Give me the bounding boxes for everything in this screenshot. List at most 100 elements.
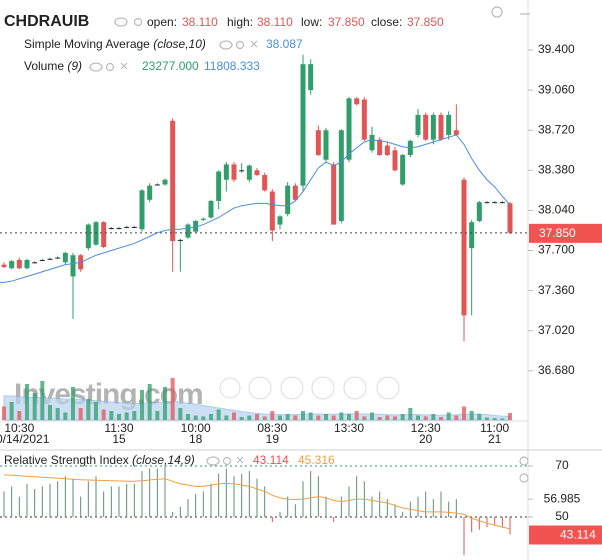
eye-icon[interactable] <box>219 40 233 50</box>
legend-label: high: <box>227 15 253 29</box>
toolbar-button[interactable] <box>280 376 304 400</box>
volume-bar <box>385 415 390 420</box>
candle-body <box>331 164 337 225</box>
settings-icon[interactable] <box>105 62 115 72</box>
icons <box>89 6 530 483</box>
toolbar-button[interactable] <box>343 376 367 400</box>
y-tick-label: 38.380 <box>538 162 575 176</box>
sma-legend: Simple Moving Average (close,10) <box>24 37 206 51</box>
volume-bar <box>485 417 489 420</box>
toolbar-button[interactable] <box>376 376 400 400</box>
candle-body <box>231 164 237 180</box>
volume-bar <box>354 411 359 420</box>
x-tick-label: 13:30 <box>334 421 364 435</box>
close-icon[interactable] <box>120 62 128 70</box>
candle-body <box>469 222 475 249</box>
eye-icon[interactable] <box>89 62 103 72</box>
candle-body <box>285 185 291 214</box>
volume-bar <box>232 412 236 420</box>
rsi-ma-line <box>3 474 511 530</box>
candle-body <box>16 259 22 269</box>
price-label: 37.850 <box>539 226 576 240</box>
close-icon[interactable] <box>250 40 258 48</box>
legend-value: 38.110 <box>182 15 218 29</box>
candle-body <box>492 202 498 204</box>
y-tick-label: 39.400 <box>538 42 575 56</box>
candle-body <box>116 228 122 230</box>
close-icon[interactable] <box>519 473 529 483</box>
candle-body <box>154 184 160 186</box>
price-box <box>529 223 602 243</box>
volume-bar <box>446 412 451 420</box>
volume-bar <box>262 416 267 420</box>
candle-body <box>361 99 367 140</box>
legend-value: 37.850 <box>407 15 444 29</box>
settings-icon[interactable] <box>519 456 529 466</box>
settings-icon[interactable] <box>222 456 232 466</box>
rsi-value: 43.114 <box>253 453 289 467</box>
volume-bar <box>2 406 6 420</box>
volume-bar <box>492 418 497 420</box>
volume-bar <box>239 417 244 420</box>
candle-body <box>70 255 76 277</box>
volume-bar <box>423 416 428 420</box>
volume-bar <box>32 393 37 420</box>
rsi-box <box>529 525 602 545</box>
settings-icon[interactable] <box>133 17 143 27</box>
volume-bar <box>17 411 22 420</box>
toolbar <box>219 376 400 400</box>
volume-bar <box>9 402 14 420</box>
candle-body <box>262 175 268 191</box>
candle-body <box>208 200 214 218</box>
candle-body <box>308 64 314 91</box>
volume-bar <box>147 384 152 420</box>
y-tick-label: 37.700 <box>538 243 575 257</box>
volume-ma-value: 11808.333 <box>204 59 260 73</box>
candle-body <box>32 262 38 264</box>
toolbar-button[interactable] <box>219 377 241 399</box>
volume-bar <box>55 408 60 420</box>
rsi-legend: Relative Strength Index (close,14,9) <box>4 453 195 467</box>
toolbar-button[interactable] <box>311 376 335 400</box>
close-icon[interactable] <box>236 456 244 464</box>
candle-body <box>461 179 467 316</box>
volume-bar <box>201 416 206 420</box>
volume-bar <box>63 412 68 420</box>
candle-body <box>124 226 130 228</box>
volume-bar <box>117 414 121 420</box>
volume-name: Volume <box>24 59 64 73</box>
eye-icon[interactable] <box>114 17 128 27</box>
candle-body <box>430 114 436 140</box>
volume-bar <box>285 414 290 420</box>
x-tick-label: 12:30 <box>411 421 441 435</box>
symbol: CHDRAUIB <box>4 13 89 30</box>
eye-icon[interactable] <box>206 456 220 466</box>
y-tick-label: 37.360 <box>538 283 575 297</box>
candle-body <box>476 202 482 222</box>
candle-body <box>438 114 444 140</box>
settings-icon[interactable] <box>235 40 245 50</box>
y-tick-label: 37.020 <box>538 323 575 337</box>
settings-icon[interactable] <box>491 6 503 18</box>
candle-body <box>507 203 513 233</box>
candle-body <box>377 139 383 155</box>
rsi-tick-label: 56.985 <box>544 491 581 505</box>
volume-bar <box>193 415 198 420</box>
candle-body <box>62 252 68 263</box>
y-tick-label: 36.680 <box>538 363 575 377</box>
candle-body <box>315 130 321 155</box>
candle-body <box>392 150 398 171</box>
candle-body <box>147 185 153 200</box>
volume-bar <box>500 418 505 420</box>
volume-bar <box>270 411 275 420</box>
candle-body <box>177 239 183 241</box>
toolbar-button[interactable] <box>248 376 272 400</box>
rsi-tick-label: 50 <box>555 509 569 523</box>
volume-bar <box>477 414 482 420</box>
volume-bar <box>247 415 252 420</box>
candle-body <box>323 130 329 160</box>
candle-body <box>423 114 429 140</box>
volume-bar <box>178 408 183 420</box>
volume-params: (9) <box>67 59 82 73</box>
candle-body <box>139 190 145 230</box>
